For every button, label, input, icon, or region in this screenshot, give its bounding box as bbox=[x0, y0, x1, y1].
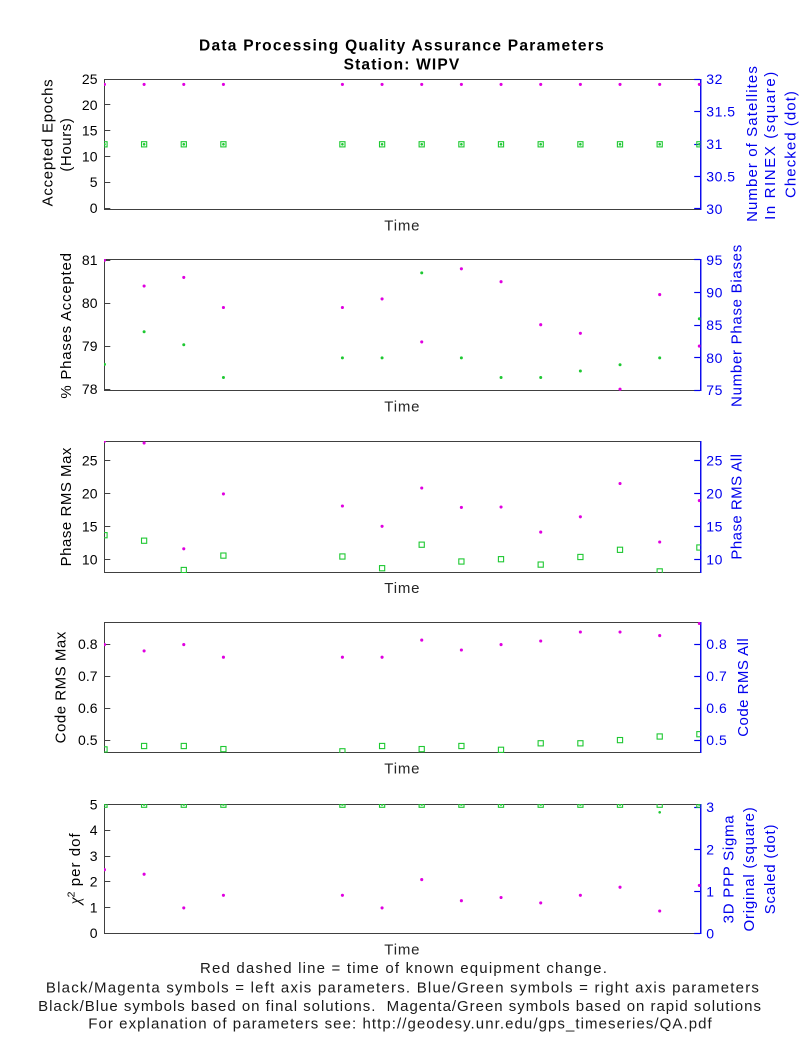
svg-text:80: 80 bbox=[706, 350, 723, 366]
svg-text:32: 32 bbox=[706, 71, 723, 87]
svg-text:0.8: 0.8 bbox=[78, 636, 98, 652]
svg-text:0.6: 0.6 bbox=[706, 700, 727, 716]
svg-text:81: 81 bbox=[82, 252, 98, 268]
svg-text:0.5: 0.5 bbox=[78, 732, 98, 748]
svg-text:30: 30 bbox=[706, 201, 723, 217]
svg-text:Number Phase Biases: Number Phase Biases bbox=[728, 244, 745, 407]
svg-text:Time: Time bbox=[384, 942, 420, 959]
svg-text:Scaled (dot): Scaled (dot) bbox=[762, 824, 779, 915]
svg-text:1: 1 bbox=[90, 900, 98, 916]
svg-text:25: 25 bbox=[82, 453, 98, 469]
svg-text:Accepted Epochs: Accepted Epochs bbox=[40, 79, 57, 207]
svg-text:0: 0 bbox=[90, 925, 98, 941]
svg-text:0.7: 0.7 bbox=[78, 668, 98, 684]
svg-text:30.5: 30.5 bbox=[706, 169, 735, 185]
svg-text:15: 15 bbox=[82, 123, 98, 139]
svg-text:Code RMS All: Code RMS All bbox=[735, 638, 752, 737]
svg-text:(Hours): (Hours) bbox=[58, 118, 75, 172]
svg-text:Black/Magenta symbols = left a: Black/Magenta symbols = left axis parame… bbox=[46, 979, 760, 996]
svg-text:Station: WIPV: Station: WIPV bbox=[344, 56, 461, 73]
svg-text:31: 31 bbox=[706, 136, 723, 152]
svg-text:3: 3 bbox=[90, 848, 98, 864]
svg-text:Time: Time bbox=[384, 398, 420, 415]
svg-text:Number of Satellites: Number of Satellites bbox=[744, 65, 761, 222]
svg-text:0.8: 0.8 bbox=[706, 636, 727, 652]
svg-text:0.6: 0.6 bbox=[78, 700, 98, 716]
svg-text:2: 2 bbox=[706, 841, 714, 857]
svg-text:For explanation of parameters: For explanation of parameters see: http:… bbox=[88, 1016, 713, 1033]
svg-text:20: 20 bbox=[82, 486, 98, 502]
svg-text:Time: Time bbox=[384, 760, 420, 777]
svg-text:1: 1 bbox=[706, 884, 714, 900]
svg-text:χ2 per dof: χ2 per dof bbox=[65, 832, 84, 906]
svg-text:5: 5 bbox=[90, 797, 98, 813]
svg-text:Red dashed line = time of know: Red dashed line = time of known equipmen… bbox=[200, 960, 608, 977]
svg-text:% Phases Accepted: % Phases Accepted bbox=[58, 252, 75, 398]
svg-text:20: 20 bbox=[82, 97, 98, 113]
svg-text:90: 90 bbox=[706, 284, 723, 300]
svg-text:78: 78 bbox=[82, 381, 98, 397]
svg-text:95: 95 bbox=[706, 252, 723, 268]
svg-text:Time: Time bbox=[384, 218, 420, 235]
svg-text:31.5: 31.5 bbox=[706, 104, 735, 120]
svg-text:Phase RMS Max: Phase RMS Max bbox=[58, 447, 75, 566]
svg-text:Code RMS Max: Code RMS Max bbox=[53, 631, 70, 743]
svg-text:2: 2 bbox=[90, 874, 98, 890]
svg-text:3D PPP Sigma: 3D PPP Sigma bbox=[720, 815, 737, 924]
svg-text:5: 5 bbox=[90, 174, 98, 190]
svg-text:0.5: 0.5 bbox=[706, 732, 727, 748]
svg-text:75: 75 bbox=[706, 382, 723, 398]
svg-text:3: 3 bbox=[706, 799, 714, 815]
svg-text:0.7: 0.7 bbox=[706, 668, 727, 684]
svg-text:Black/Blue symbols based on fi: Black/Blue symbols based on final soluti… bbox=[38, 998, 762, 1015]
svg-text:10: 10 bbox=[82, 552, 98, 568]
svg-text:In RINEX (square): In RINEX (square) bbox=[762, 70, 779, 220]
svg-text:10: 10 bbox=[706, 552, 723, 568]
svg-text:4: 4 bbox=[90, 822, 98, 838]
svg-text:25: 25 bbox=[706, 453, 723, 469]
svg-text:0: 0 bbox=[90, 200, 98, 216]
svg-text:Original (square): Original (square) bbox=[741, 807, 758, 932]
svg-text:80: 80 bbox=[82, 295, 98, 311]
svg-text:Time: Time bbox=[384, 580, 420, 597]
svg-text:Phase RMS All: Phase RMS All bbox=[728, 454, 745, 560]
svg-text:10: 10 bbox=[82, 148, 98, 164]
svg-text:20: 20 bbox=[706, 486, 723, 502]
svg-text:Checked (dot): Checked (dot) bbox=[783, 90, 800, 198]
svg-text:15: 15 bbox=[82, 519, 98, 535]
svg-text:85: 85 bbox=[706, 317, 723, 333]
svg-text:0: 0 bbox=[706, 925, 714, 941]
svg-text:15: 15 bbox=[706, 519, 723, 535]
svg-text:Data Processing Quality Assura: Data Processing Quality Assurance Parame… bbox=[199, 38, 605, 55]
svg-text:79: 79 bbox=[82, 338, 98, 354]
svg-text:25: 25 bbox=[82, 71, 98, 87]
